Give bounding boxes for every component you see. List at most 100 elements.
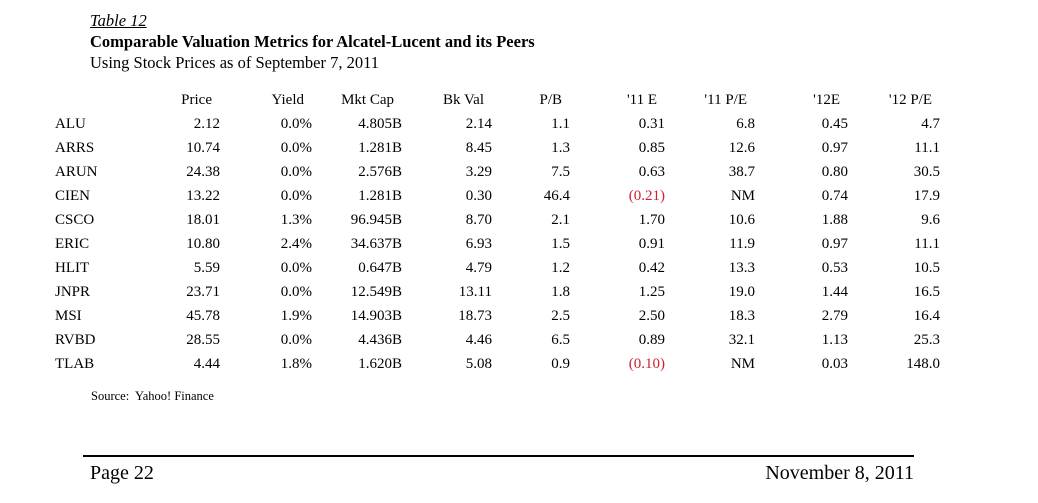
value-cell: 11.9: [729, 236, 755, 252]
value-cell: 1.5: [551, 236, 570, 252]
table-row: CSCO 18.01 1.3% 96.945B 8.70 2.1 1.70 10.6 1.88 9…: [50, 208, 940, 232]
value-cell: 13.22: [186, 188, 220, 204]
value-cell: 32.1: [728, 332, 755, 348]
value-cell: 1.2: [551, 260, 570, 276]
value-cell: 0.0%: [280, 260, 312, 276]
value-cell: 1.281B: [358, 188, 402, 204]
value-cell: 34.637B: [350, 236, 402, 252]
value-cell: 18.73: [458, 308, 492, 324]
value-cell: 1.620B: [358, 356, 402, 372]
table-row: HLIT 5.59 0.0% 0.647B 4.79 1.2 0.42 13.3 0.53 10.…: [50, 256, 940, 280]
document-header: Table 12 Comparable Valuation Metrics fo…: [90, 10, 535, 73]
column-header: '12E: [813, 92, 840, 108]
value-cell: 2.50: [638, 308, 665, 324]
value-cell: 19.0: [728, 284, 755, 300]
value-cell: 12.6: [728, 140, 755, 156]
value-cell: 5.08: [465, 356, 492, 372]
value-cell: 4.436B: [358, 332, 402, 348]
table-label: Table 12: [90, 11, 147, 30]
column-header: '11 P/E: [704, 92, 747, 108]
value-cell: 23.71: [186, 284, 220, 300]
value-cell: 4.805B: [358, 116, 402, 132]
value-cell: 0.31: [638, 116, 665, 132]
table-row: CIEN 13.22 0.0% 1.281B 0.30 46.4 (0.21) NM 0.74 1…: [50, 184, 940, 208]
value-cell: 30.5: [913, 164, 940, 180]
value-cell: 38.7: [728, 164, 755, 180]
value-cell: 2.1: [551, 212, 570, 228]
ticker-cell: HLIT: [55, 260, 90, 276]
value-cell: 1.8: [551, 284, 570, 300]
value-cell: 12.549B: [350, 284, 402, 300]
value-cell: 10.80: [186, 236, 220, 252]
footer-date: November 8, 2011: [765, 462, 914, 484]
value-cell: NM: [730, 356, 755, 372]
value-cell: 10.74: [186, 140, 220, 156]
document-subtitle: Using Stock Prices as of September 7, 20…: [90, 53, 380, 72]
column-header: P/B: [539, 92, 562, 108]
value-cell: 2.14: [465, 116, 492, 132]
table-row: TLAB 4.44 1.8% 1.620B 5.08 0.9 (0.10) NM 0.03 148…: [50, 352, 940, 376]
table-row: JNPR 23.71 0.0% 12.549B 13.11 1.8 1.25 19.0 1.44…: [50, 280, 940, 304]
value-cell: 0.0%: [280, 116, 312, 132]
value-cell: 24.38: [186, 164, 220, 180]
value-cell: (0.10): [628, 356, 665, 372]
value-cell: 2.79: [821, 308, 848, 324]
value-cell: (0.21): [628, 188, 665, 204]
value-cell: 14.903B: [350, 308, 402, 324]
value-cell: 1.70: [638, 212, 665, 228]
table-row: ARUN 24.38 0.0% 2.576B 3.29 7.5 0.63 38.7 0.80 30…: [50, 160, 940, 184]
value-cell: 0.91: [638, 236, 665, 252]
table-row: RVBD 28.55 0.0% 4.436B 4.46 6.5 0.89 32.1 1.13 25…: [50, 328, 940, 352]
column-header: '11 E: [626, 92, 657, 108]
value-cell: 17.9: [913, 188, 940, 204]
value-cell: 5.59: [193, 260, 220, 276]
ticker-cell: RVBD: [55, 332, 96, 348]
value-cell: 0.80: [821, 164, 848, 180]
column-header: Price: [181, 92, 212, 108]
table-row: ARRS 10.74 0.0% 1.281B 8.45 1.3 0.85 12.6 0.97 11…: [50, 136, 940, 160]
value-cell: NM: [730, 188, 755, 204]
value-cell: 0.0%: [280, 332, 312, 348]
value-cell: 4.44: [193, 356, 220, 372]
value-cell: 6.8: [736, 116, 755, 132]
value-cell: 0.97: [821, 140, 848, 156]
footer-divider: [83, 455, 914, 457]
value-cell: 0.9: [551, 356, 570, 372]
value-cell: 1.25: [638, 284, 665, 300]
value-cell: 0.647B: [358, 260, 402, 276]
valuation-table: Price Yield Mkt Cap Bk Val P/B '11 E '11 P/E '1…: [50, 88, 940, 376]
ticker-cell: ARRS: [55, 140, 95, 156]
value-cell: 13.3: [728, 260, 755, 276]
ticker-cell: ERIC: [55, 236, 90, 252]
page-number: Page 22: [90, 462, 154, 484]
value-cell: 0.0%: [280, 140, 312, 156]
value-cell: 28.55: [186, 332, 220, 348]
value-cell: 16.5: [913, 284, 940, 300]
value-cell: 6.5: [551, 332, 570, 348]
value-cell: 13.11: [458, 284, 492, 300]
value-cell: 18.01: [186, 212, 220, 228]
value-cell: 0.0%: [280, 284, 312, 300]
value-cell: 0.0%: [280, 188, 312, 204]
value-cell: 4.46: [465, 332, 492, 348]
value-cell: 0.30: [465, 188, 492, 204]
value-cell: 0.97: [821, 236, 848, 252]
value-cell: 4.79: [465, 260, 492, 276]
value-cell: 148.0: [906, 356, 940, 372]
ticker-column-header: [50, 88, 130, 112]
value-cell: 1.1: [551, 116, 570, 132]
value-cell: 1.44: [821, 284, 848, 300]
value-cell: 2.4%: [280, 236, 312, 252]
value-cell: 2.5: [551, 308, 570, 324]
value-cell: 8.70: [465, 212, 492, 228]
value-cell: 45.78: [186, 308, 220, 324]
value-cell: 1.3: [551, 140, 570, 156]
value-cell: 0.85: [638, 140, 665, 156]
page-footer: Page 22 November 8, 2011: [83, 461, 914, 485]
ticker-cell: ARUN: [55, 164, 98, 180]
value-cell: 11.1: [914, 140, 940, 156]
value-cell: 10.6: [728, 212, 755, 228]
table-row: ALU 2.12 0.0% 4.805B 2.14 1.1 0.31 6.8 0.45 4.7: [50, 112, 940, 136]
ticker-cell: ALU: [55, 116, 86, 132]
value-cell: 6.93: [465, 236, 492, 252]
